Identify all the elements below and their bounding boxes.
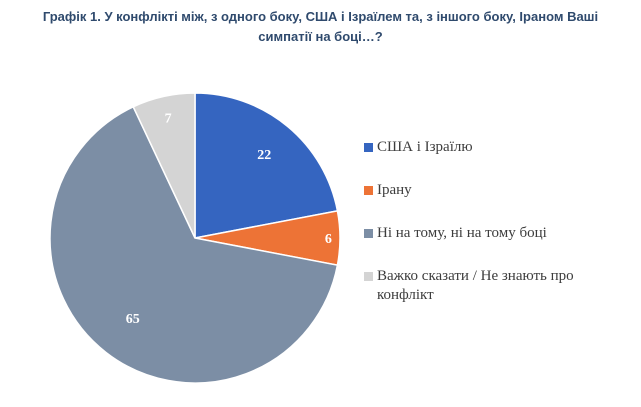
pie-slice-hard-to-say [132, 92, 196, 239]
legend-item-iran: Ірану [364, 181, 629, 200]
legend-item-hard-to-say: Важко сказати / Не знають про конфлікт [364, 267, 629, 305]
legend-label: Ні на тому, ні на тому боці [377, 225, 547, 241]
legend-swatch [364, 186, 373, 195]
data-label-hard-to-say: 7 [165, 112, 172, 127]
data-label-iran: 6 [325, 232, 332, 247]
pie-data-labels: 22 6 65 7 [126, 112, 332, 328]
chart-title-line: симпатії на боці…? [258, 29, 383, 44]
pie-slice-usa-israel [194, 92, 339, 239]
legend-swatch [364, 229, 373, 238]
pie-slice-neither [49, 105, 339, 384]
chart-title: Графік 1. У конфлікті між, з одного боку… [10, 7, 631, 47]
legend-swatch [364, 143, 373, 152]
data-label-neither: 65 [126, 312, 140, 327]
data-label-usa-israel: 22 [257, 148, 271, 163]
legend-item-usa-israel: США і Ізраїлю [364, 138, 629, 157]
legend-label: Важко сказати / Не знають про конфлікт [377, 268, 574, 303]
legend-label: США і Ізраїлю [377, 139, 473, 155]
legend-label: Ірану [377, 182, 412, 198]
legend-item-neither: Ні на тому, ні на тому боці [364, 224, 629, 243]
legend-swatch [364, 272, 373, 281]
chart-title-line: Графік 1. У конфлікті між, з одного боку… [42, 9, 599, 24]
pie-slices [49, 92, 341, 384]
